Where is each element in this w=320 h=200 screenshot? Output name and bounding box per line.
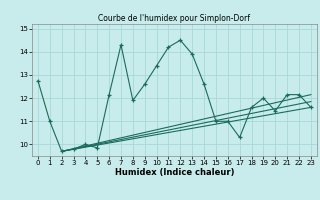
- X-axis label: Humidex (Indice chaleur): Humidex (Indice chaleur): [115, 168, 234, 177]
- Title: Courbe de l'humidex pour Simplon-Dorf: Courbe de l'humidex pour Simplon-Dorf: [99, 14, 251, 23]
